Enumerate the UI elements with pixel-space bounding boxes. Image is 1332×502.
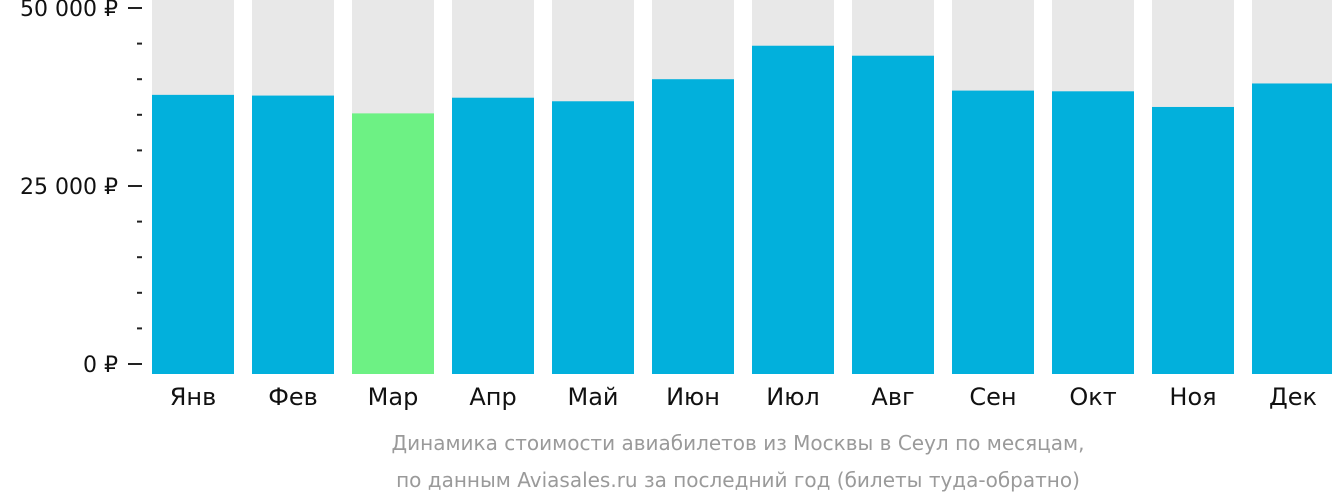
bar-4 [452, 97, 534, 374]
bar-5 [552, 101, 634, 374]
x-tick-label: Янв [170, 383, 217, 411]
x-tick-label: Авг [871, 383, 914, 411]
bar-9 [952, 90, 1034, 374]
bar-12 [1252, 83, 1332, 375]
x-tick-label: Ноя [1169, 383, 1216, 411]
y-tick-label: 0 ₽ [83, 353, 118, 378]
chart-caption-line-2: по данным Aviasales.ru за последний год … [396, 468, 1080, 492]
bar-1 [152, 94, 234, 374]
x-tick-label: Окт [1069, 383, 1116, 411]
x-tick-label: Дек [1269, 383, 1317, 411]
y-tick-label: 25 000 ₽ [20, 175, 118, 200]
bar-11 [1152, 106, 1234, 374]
bar-3 [352, 113, 434, 374]
bar-8 [852, 55, 934, 374]
x-tick-label: Июн [666, 383, 720, 411]
y-tick-label: 50 000 ₽ [20, 0, 118, 22]
y-axis: 0 ₽ 25 000 ₽ 50 000 ₽ [20, 0, 142, 378]
x-tick-label: Фев [268, 383, 318, 411]
x-tick-label: Май [567, 383, 618, 411]
x-tick-label: Июл [766, 383, 820, 411]
x-tick-label: Сен [969, 383, 1016, 411]
x-axis: Янв Фев Мар Апр Май Июн Июл Авг Сен Окт Ноя Дек [170, 383, 1317, 411]
x-tick-label: Мар [368, 383, 419, 411]
price-bars [152, 45, 1332, 375]
bar-10 [1052, 91, 1134, 374]
bar-6 [652, 79, 734, 374]
chart-caption-line-1: Динамика стоимости авиабилетов из Москвы… [392, 431, 1085, 455]
bar-7 [752, 45, 834, 375]
x-tick-label: Апр [469, 383, 516, 411]
bar-2 [252, 95, 334, 375]
